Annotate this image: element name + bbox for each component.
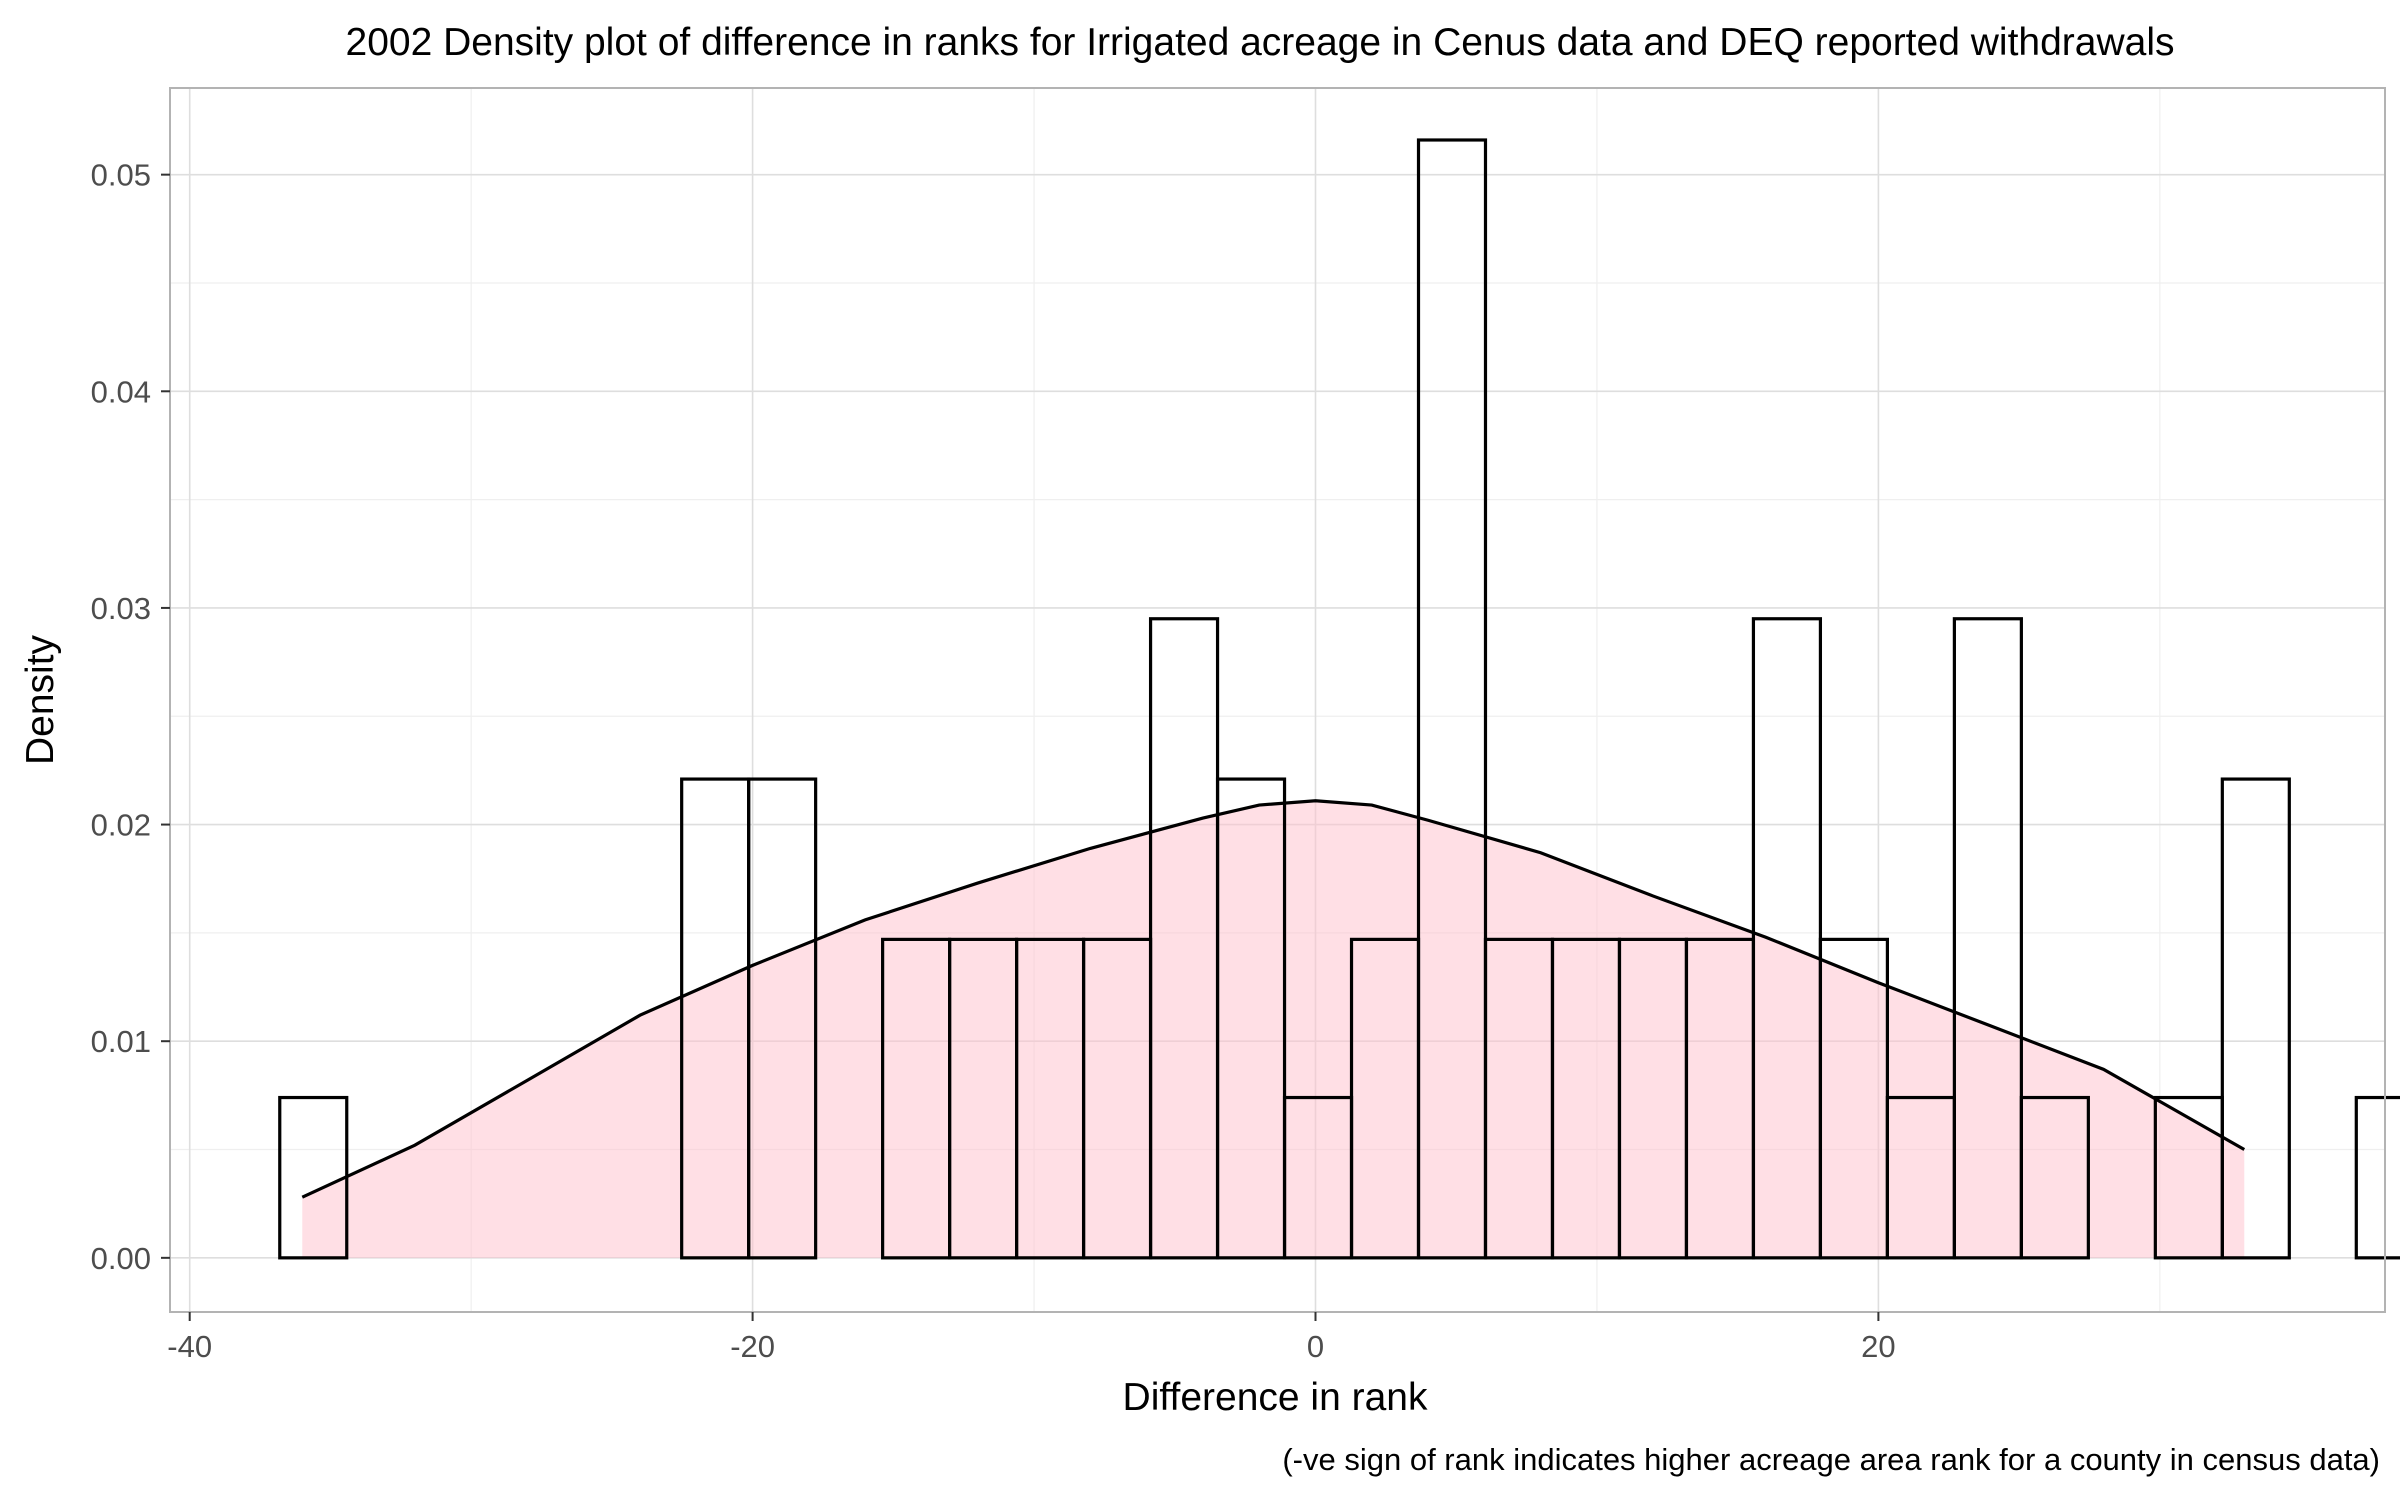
histogram-bars <box>278 138 2400 1260</box>
x-tick-label: 0 <box>1307 1329 1324 1364</box>
histogram-bar <box>2220 777 2291 1260</box>
y-tick-label: 0.02 <box>91 808 151 843</box>
axis-layer: -40 -20 0 20 0.00 0.01 0.02 0.03 0.04 0.05 <box>91 87 2386 1364</box>
histogram-bar <box>1215 777 1287 1260</box>
y-axis-title: Density <box>19 634 62 765</box>
histogram-bar <box>1952 617 2023 1260</box>
x-tick-label: 20 <box>1861 1329 1895 1364</box>
y-tick-label: 0.05 <box>91 158 151 193</box>
histogram-bar <box>747 777 818 1260</box>
histogram-bar <box>2019 1095 2090 1260</box>
x-tick-label: -40 <box>167 1329 212 1364</box>
x-axis-title: Difference in rank <box>1123 1376 1428 1419</box>
y-tick-label: 0.01 <box>91 1024 151 1059</box>
chart-title: 2002 Density plot of difference in ranks… <box>346 21 2175 64</box>
y-tick-label: 0.04 <box>91 374 151 409</box>
histogram-bar <box>2354 1095 2400 1260</box>
x-tick-label: -20 <box>730 1329 775 1364</box>
chart-caption: (-ve sign of rank indicates higher acrea… <box>1282 1442 2380 1477</box>
y-tick-label: 0.03 <box>91 591 151 626</box>
density-area-layer <box>302 800 2245 1258</box>
histogram-bar <box>1416 138 1488 1260</box>
density-area <box>302 800 2245 1258</box>
density-curve-line <box>301 799 2246 1199</box>
panel-border <box>169 87 2386 1313</box>
y-tick-label: 0.00 <box>91 1241 151 1276</box>
density-line-layer <box>301 799 2246 1199</box>
